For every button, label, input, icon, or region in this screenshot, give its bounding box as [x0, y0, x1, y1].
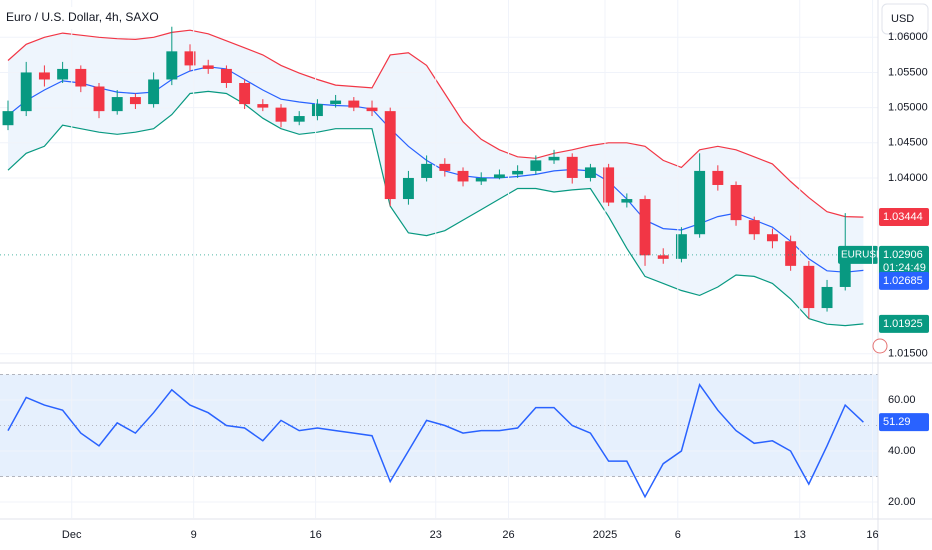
candle-body — [20, 72, 32, 112]
candle-body — [275, 107, 287, 122]
y-tick-label: 20.00 — [888, 496, 916, 508]
candle-body — [675, 234, 687, 259]
price-label: 1.03444 — [883, 211, 923, 223]
price-label-box — [879, 271, 929, 290]
candle-body — [566, 156, 578, 178]
plot-layer: EURUSD — [0, 0, 883, 518]
price-label: 1.02685 — [883, 275, 923, 287]
rsi-line — [7, 382, 864, 499]
candle-body — [184, 51, 196, 66]
candle-body — [257, 104, 269, 108]
candle-body — [548, 156, 560, 161]
candle-body — [402, 177, 414, 200]
candle-body — [57, 68, 69, 80]
y-tick-label: 1.05500 — [888, 66, 928, 78]
y-tick-label: 1.04500 — [888, 137, 928, 149]
candle-body — [384, 111, 396, 200]
x-tick-label: 13 — [794, 529, 806, 541]
candle-body — [129, 97, 141, 105]
x-tick-label: 2025 — [593, 529, 617, 541]
candle-body — [111, 97, 123, 112]
symbol-tag — [838, 245, 878, 264]
event-icon[interactable] — [872, 338, 888, 354]
candle-body — [457, 170, 469, 182]
chart-title: Euro / U.S. Dollar, 4h, SAXO — [6, 10, 159, 24]
symbol-label: EURUSD — [841, 250, 883, 261]
candle-body — [766, 234, 778, 242]
rsi-band — [0, 374, 878, 477]
candle-body — [839, 258, 851, 287]
x-tick-label: 16 — [309, 529, 321, 541]
price-label: 51.29 — [883, 416, 911, 428]
candle-body — [239, 82, 251, 105]
candle-body — [330, 100, 342, 105]
currency-label[interactable]: USD — [891, 13, 914, 25]
y-tick-label: 1.05000 — [888, 102, 928, 114]
candle-body — [75, 68, 87, 87]
candle-body — [311, 104, 323, 117]
title-backdrop — [2, 7, 170, 29]
candle-body — [220, 68, 232, 83]
y-tick-label: 40.00 — [888, 445, 916, 457]
candle-body — [421, 163, 433, 178]
candle-body — [621, 199, 633, 203]
candle-body — [821, 286, 833, 309]
candle-body — [803, 265, 815, 309]
candle-body — [730, 184, 742, 221]
candle-body — [475, 177, 487, 182]
candle-body — [439, 163, 451, 171]
price-label-box — [879, 208, 929, 227]
candle-body — [293, 116, 305, 122]
x-tick-label: Dec — [62, 529, 82, 541]
candle-body — [493, 174, 505, 178]
y-tick-label: 60.00 — [888, 394, 916, 406]
candle-body — [166, 51, 178, 80]
y-tick-label: 1.01500 — [888, 348, 928, 360]
candle-body — [639, 199, 651, 256]
candle-body — [93, 86, 105, 112]
x-tick-label: 9 — [191, 529, 197, 541]
candle-body — [603, 167, 615, 203]
candle-body — [657, 255, 669, 259]
candle-body — [202, 65, 214, 69]
candle-body — [2, 111, 14, 126]
price-label: 1.01925 — [883, 318, 923, 330]
price-label-box — [879, 413, 929, 432]
x-tick-label: 23 — [430, 529, 442, 541]
candle-body — [366, 107, 378, 112]
candle-body — [748, 220, 760, 235]
candle-body — [785, 241, 797, 266]
candle-body — [512, 170, 524, 175]
x-tick-label: 6 — [675, 529, 681, 541]
x-tick-label: 26 — [502, 529, 514, 541]
x-tick-label: 16 — [866, 529, 878, 541]
candle-body — [584, 167, 596, 178]
y-tick-label: 1.06000 — [888, 31, 928, 43]
y-tick-label: 1.04000 — [888, 172, 928, 184]
candle-body — [530, 160, 542, 171]
currency-button[interactable] — [881, 3, 929, 35]
countdown-label: 01:24:49 — [883, 262, 926, 274]
candle-body — [712, 170, 724, 185]
price-label: 1.02906 — [883, 249, 923, 261]
candle-body — [148, 79, 160, 105]
candle-body — [694, 170, 706, 235]
price-label-box — [879, 314, 929, 333]
price-label-box — [879, 245, 929, 276]
candle-body — [348, 100, 360, 108]
candle-body — [38, 72, 50, 80]
